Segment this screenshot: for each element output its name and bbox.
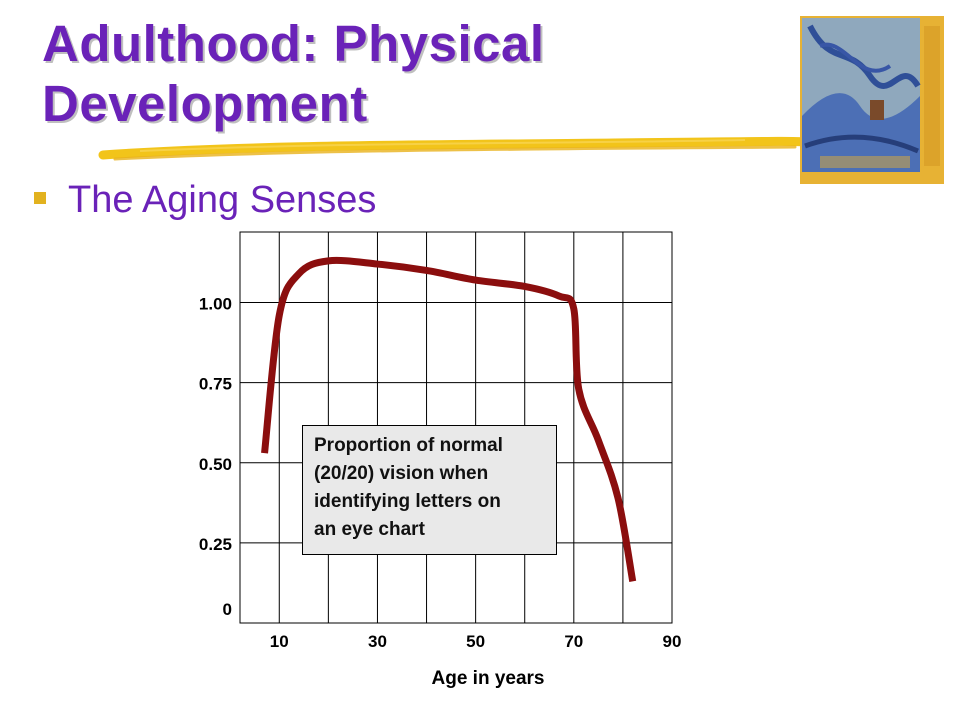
y-tick-label: 0.25	[199, 535, 232, 554]
x-axis-label: Age in years	[432, 668, 545, 689]
bullet-square-icon	[34, 191, 46, 204]
y-tick-label: 0	[223, 600, 232, 619]
y-tick-label: 0.50	[199, 455, 232, 474]
plot-frame	[239, 231, 673, 624]
y-tick-labels: 0 0.25 0.50 0.75 1.00	[199, 295, 232, 619]
x-tick-label: 70	[564, 632, 583, 651]
x-tick-labels: 10 30 50 70 90	[270, 632, 682, 651]
bullet-text: The Aging Senses	[68, 179, 377, 221]
x-tick-label: 90	[663, 632, 682, 651]
y-tick-label: 1.00	[199, 295, 232, 314]
vision-proportion-line	[261, 256, 637, 582]
slide-thumbnail-image	[800, 16, 944, 184]
y-tick-label: 0.75	[199, 375, 232, 394]
title-underline-stroke	[98, 136, 812, 161]
x-tick-label: 10	[270, 632, 289, 651]
x-tick-label: 50	[466, 632, 485, 651]
chart-annotation-box: Proportion of normal (20/20) vision when…	[302, 425, 557, 555]
slide-title-line-2: Development	[42, 75, 368, 132]
bullet-item-aging-senses: The Aging Senses	[34, 178, 376, 222]
slide-title-line-1: Adulthood: Physical	[42, 15, 545, 72]
x-tick-label: 30	[368, 632, 387, 651]
chart-series	[261, 256, 637, 582]
slide-title: Adulthood: Physical Development	[42, 14, 545, 134]
